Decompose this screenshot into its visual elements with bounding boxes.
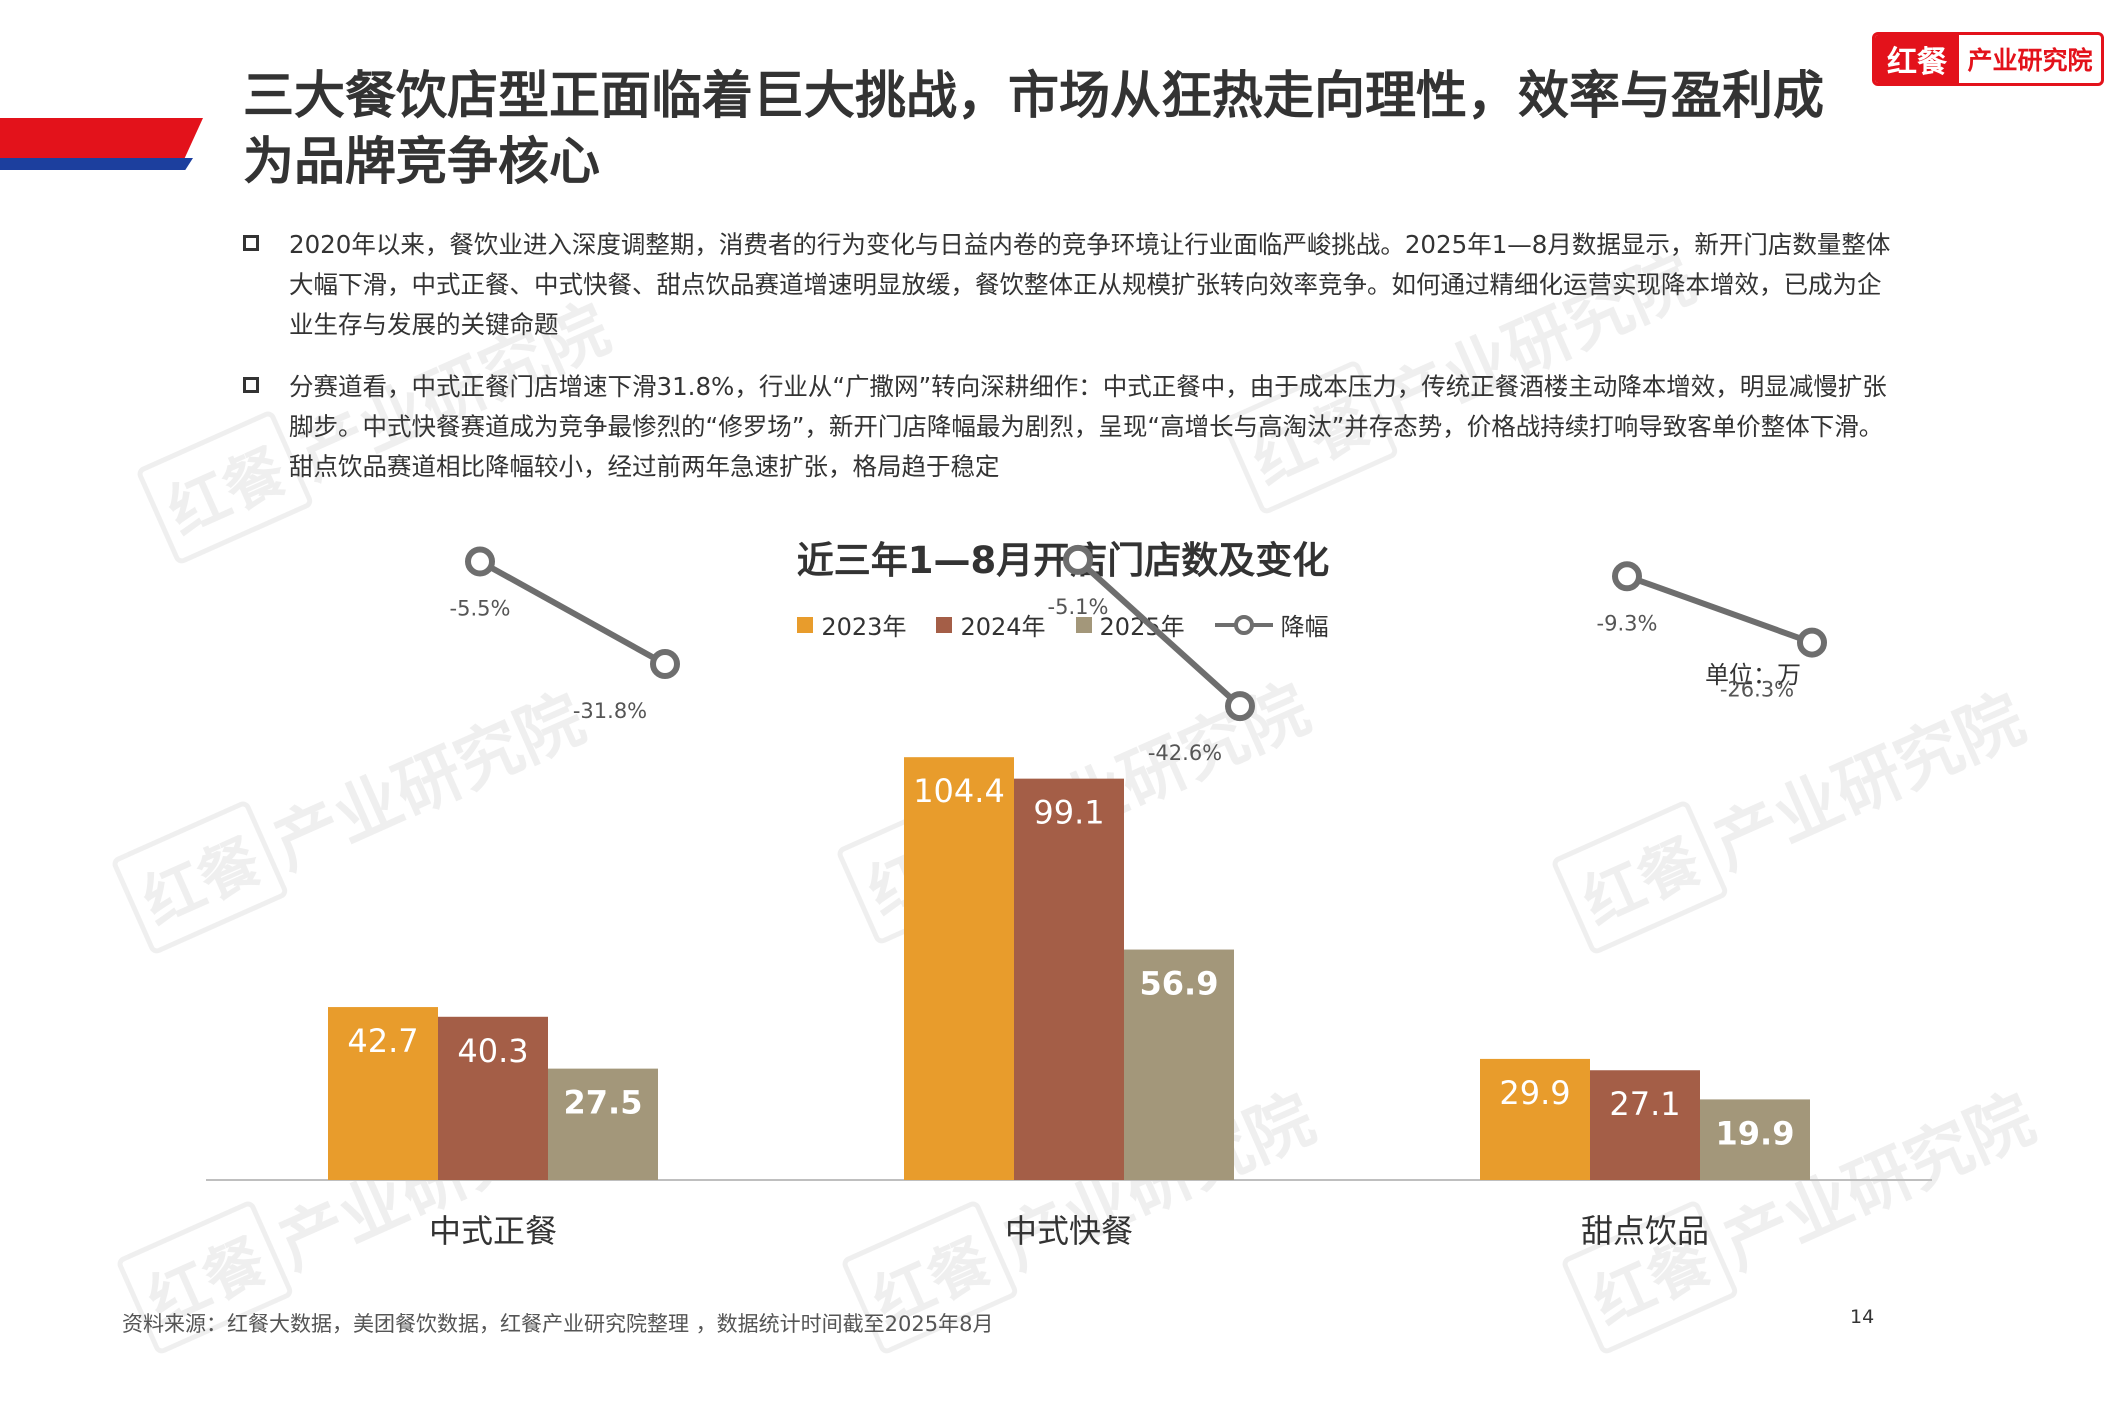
- legend-item-decline: 降幅: [1214, 607, 1329, 642]
- bar-value-label: 27.5: [564, 1084, 643, 1122]
- decline-point: [465, 546, 495, 577]
- decline-point: [650, 649, 680, 680]
- square-bullet-icon: [243, 377, 259, 393]
- bar-1: [1480, 1058, 1590, 1180]
- bar-2: [1590, 1070, 1700, 1180]
- bar-value-label: 27.1: [1609, 1085, 1680, 1123]
- bar-2: [1014, 778, 1124, 1180]
- bullet-text: 分赛道看，中式正餐门店增速下滑31.8%，行业从“广撒网”转向深耕细作：中式正餐…: [289, 372, 1887, 481]
- category-label: 中式正餐: [429, 1212, 557, 1250]
- legend-item-2024: 2024年: [936, 607, 1046, 642]
- decline-line: [1625, 573, 1814, 646]
- bar-value-label: 42.7: [347, 1022, 418, 1060]
- legend-label: 2024年: [960, 613, 1046, 641]
- header-blue-stripe: [0, 158, 193, 170]
- bar-value-label: 19.9: [1716, 1114, 1795, 1152]
- header-red-stripe: [0, 118, 203, 158]
- page-number: 14: [1850, 1306, 1875, 1328]
- decline-label: -5.5%: [450, 596, 511, 620]
- decline-point: [1063, 544, 1093, 575]
- bar-1: [328, 1007, 438, 1180]
- bar-value-label: 99.1: [1033, 794, 1104, 832]
- source-note: 资料来源：红餐大数据，美团餐饮数据，红餐产业研究院整理 ，数据统计时间截至202…: [122, 1312, 994, 1336]
- decline-label: -26.3%: [1720, 678, 1794, 702]
- category-label: 甜点饮品: [1581, 1212, 1709, 1250]
- legend-swatch: [936, 616, 953, 633]
- bullet-list: 2020年以来，餐饮业进入深度调整期，消费者的行为变化与日益内卷的竞争环境让行业…: [243, 225, 1893, 509]
- decline-line: [478, 558, 667, 667]
- decline-label: -5.1%: [1048, 595, 1109, 619]
- logo-mark: 红餐: [1875, 35, 1959, 83]
- bar-value-label: 40.3: [457, 1032, 528, 1070]
- page-title: 三大餐饮店型正面临着巨大挑战，市场从狂热走向理性，效率与盈利成为品牌竞争核心: [243, 67, 1825, 192]
- legend-label: 降幅: [1280, 613, 1329, 641]
- logo-text: 产业研究院: [1967, 46, 2093, 75]
- bar-3: [1124, 949, 1234, 1180]
- decline-line: [1075, 557, 1243, 709]
- bar-value-label: 104.4: [913, 772, 1005, 810]
- bullet-text: 2020年以来，餐饮业进入深度调整期，消费者的行为变化与日益内卷的竞争环境让行业…: [289, 230, 1891, 339]
- legend-swatch: [1075, 616, 1092, 633]
- legend-item-2023: 2023年: [797, 607, 906, 642]
- decline-label: -42.6%: [1148, 741, 1222, 765]
- line-marker-icon: [1214, 614, 1273, 635]
- unit-label: 单位：万: [1705, 661, 1801, 689]
- category-label: 中式快餐: [1005, 1212, 1133, 1250]
- bar-1: [904, 757, 1014, 1180]
- bullet-item: 分赛道看，中式正餐门店增速下滑31.8%，行业从“广撒网”转向深耕细作：中式正餐…: [243, 367, 1893, 487]
- bar-3: [548, 1068, 658, 1180]
- decline-point: [1797, 627, 1827, 658]
- brand-logo: 红餐 产业研究院: [1872, 32, 2104, 86]
- decline-label: -9.3%: [1597, 611, 1658, 635]
- decline-point: [1225, 691, 1255, 722]
- legend-swatch: [797, 616, 814, 633]
- bar-value-label: 29.9: [1499, 1074, 1570, 1112]
- decline-label: -31.8%: [573, 699, 647, 723]
- bullet-item: 2020年以来，餐饮业进入深度调整期，消费者的行为变化与日益内卷的竞争环境让行业…: [243, 225, 1893, 345]
- square-bullet-icon: [243, 235, 259, 251]
- decline-point: [1612, 561, 1642, 592]
- chart-title: 近三年1—8月开店门店数及变化: [796, 539, 1330, 582]
- legend-label: 2023年: [821, 613, 907, 641]
- bar-value-label: 56.9: [1140, 965, 1219, 1003]
- bar-3: [1700, 1099, 1810, 1180]
- bar-2: [438, 1016, 548, 1180]
